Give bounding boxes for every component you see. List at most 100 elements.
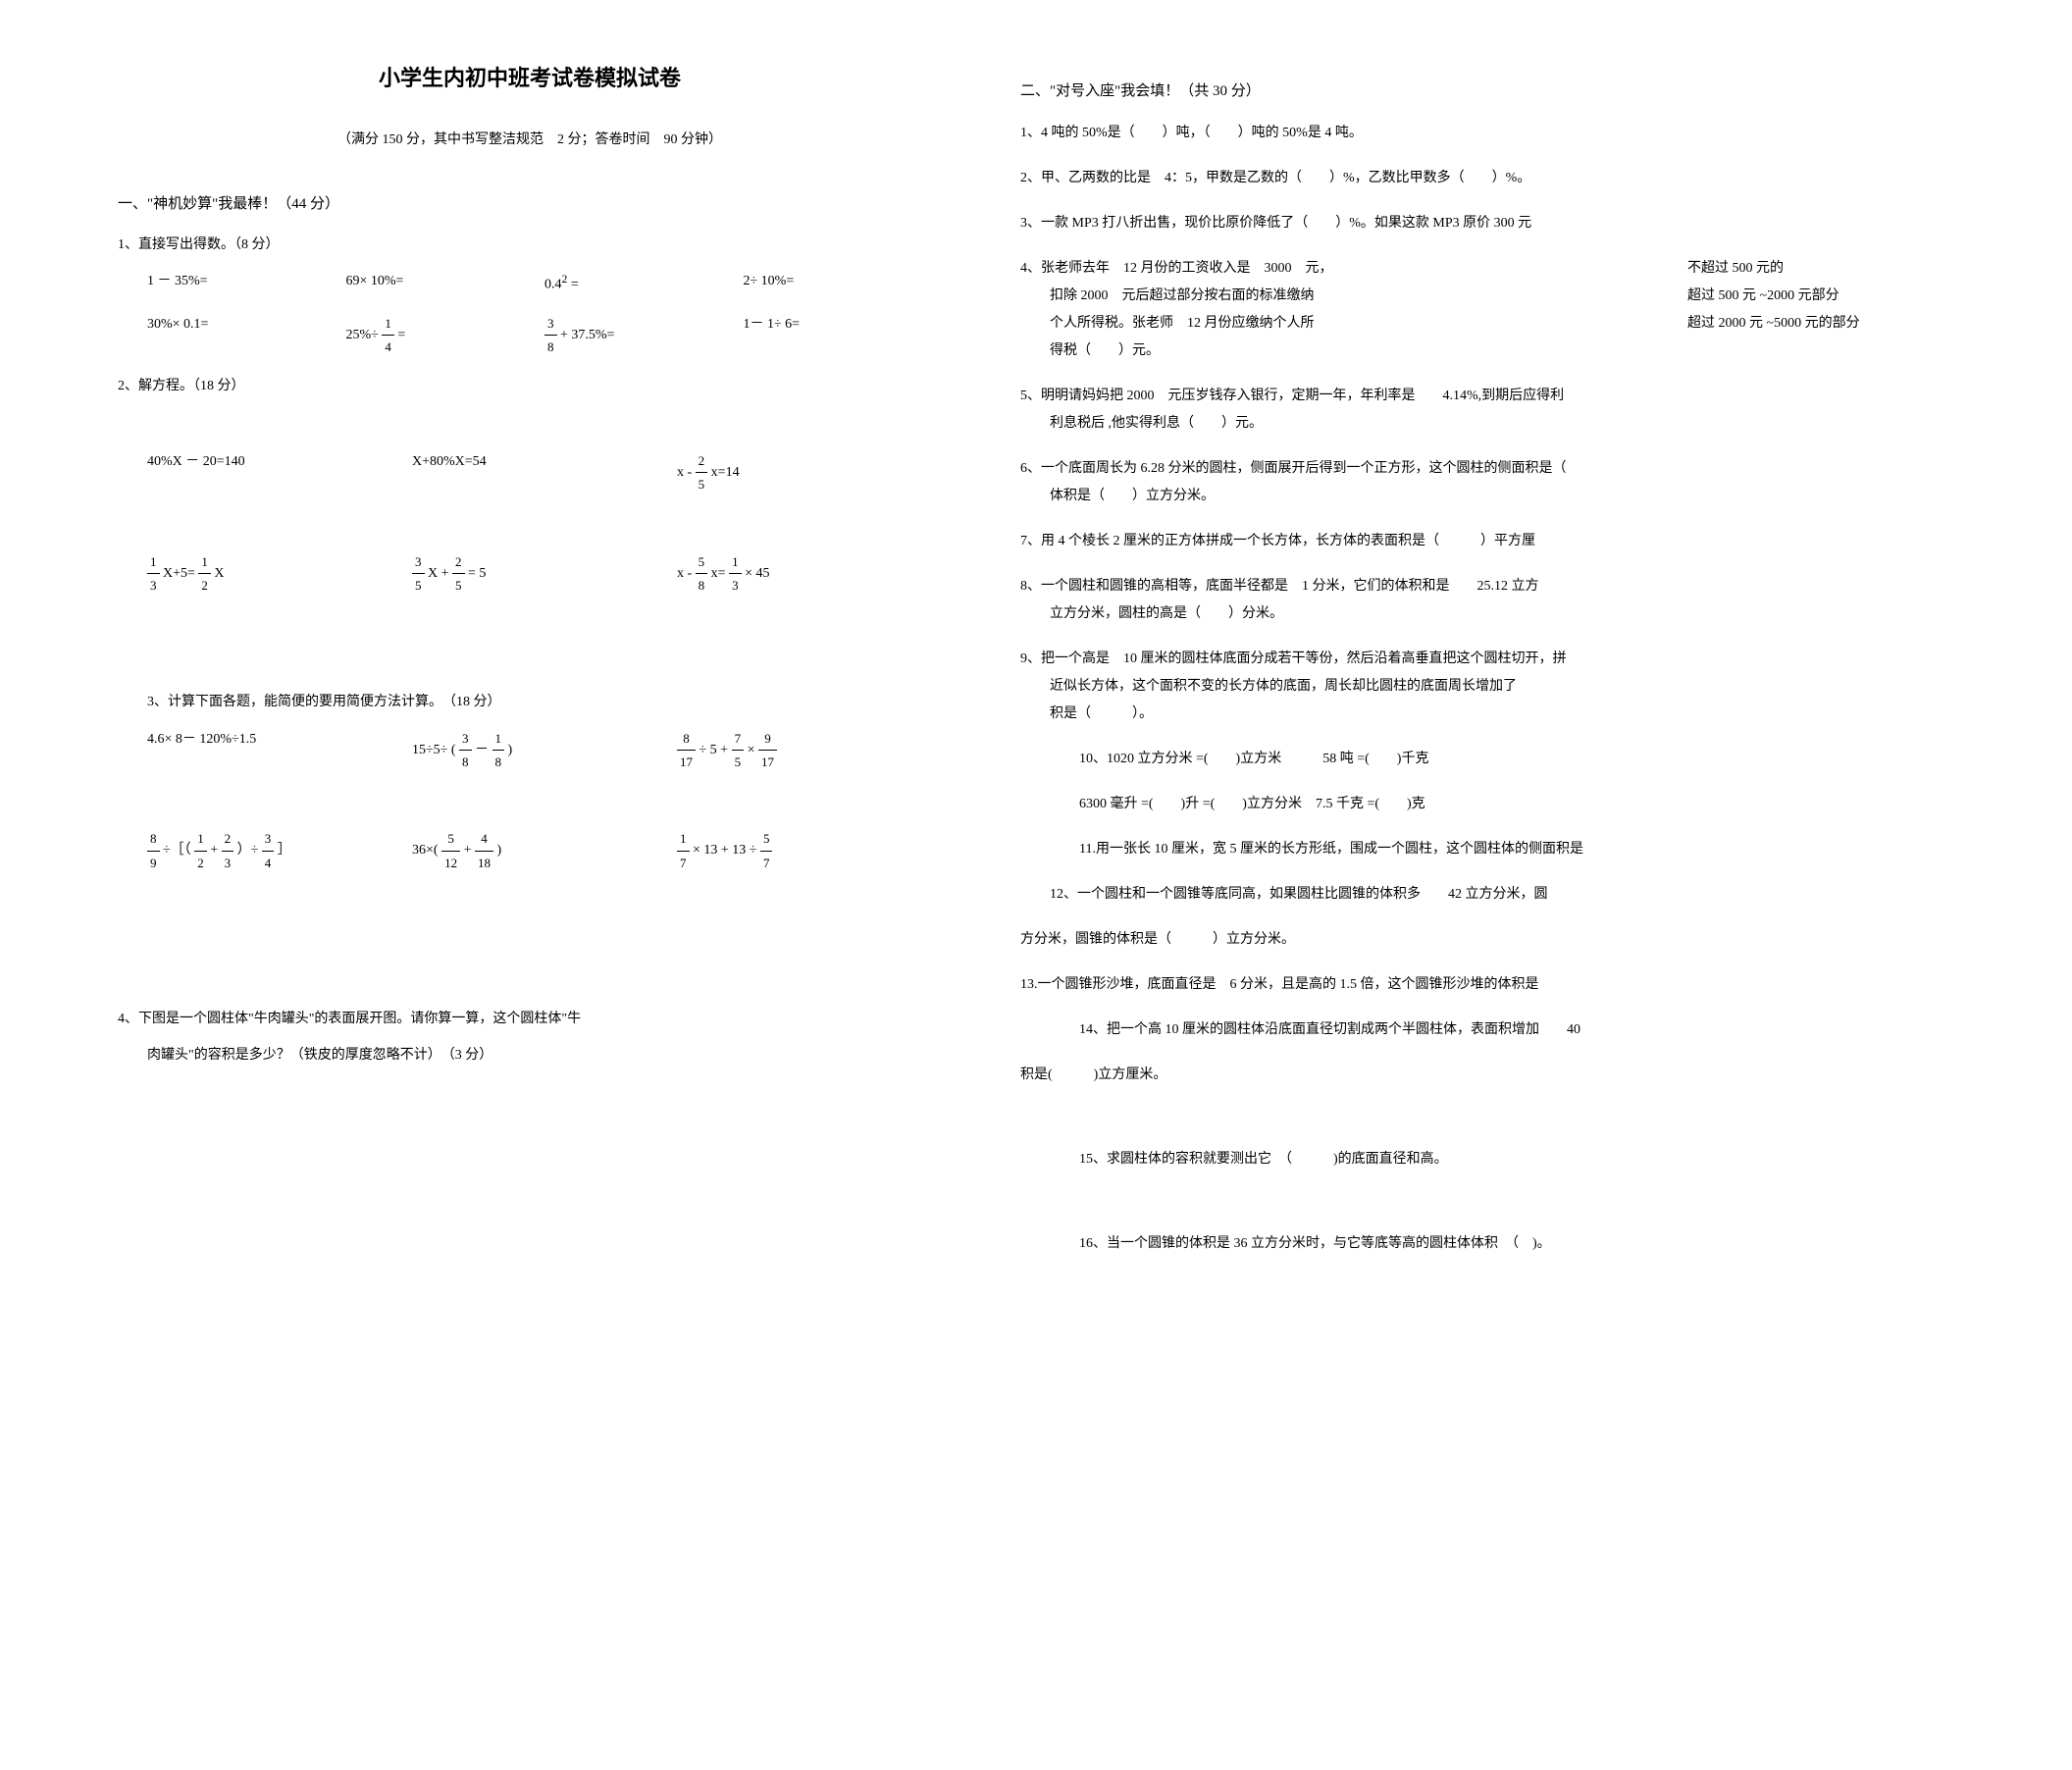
- fraction: 34: [262, 827, 275, 874]
- txt: 得税（ ）元。: [1020, 338, 1687, 365]
- num: 2: [452, 550, 465, 574]
- txt: X +: [428, 566, 449, 581]
- txt: (: [451, 743, 456, 757]
- txt: 6、一个底面周长为 6.28 分米的圆柱，侧面展开后得到一个正方形，这个圆柱的侧…: [1020, 455, 1962, 483]
- q2-10b: 6300 毫升 =( )升 =( )立方分米 7.5 千克 =( )克: [1020, 791, 1962, 818]
- q2-2: 2、甲、乙两数的比是 4：5，甲数是乙数的（ ）%，乙数比甲数多（ ）%。: [1020, 165, 1962, 192]
- cell: 89 ÷［（ 12 + 23 ）÷ 34 ］: [147, 827, 412, 874]
- txt: =: [567, 278, 578, 292]
- fraction: 57: [760, 827, 773, 874]
- den: 8: [544, 336, 557, 358]
- cell: 2÷ 10%=: [744, 269, 943, 297]
- txt: x -: [677, 465, 692, 480]
- txt: 36×(: [412, 843, 439, 858]
- fraction: 14: [382, 312, 394, 359]
- num: 9: [758, 727, 777, 751]
- txt: 9、把一个高是 10 厘米的圆柱体底面分成若干等份，然后沿着高垂直把这个圆柱切开…: [1020, 646, 1962, 673]
- fraction: 512: [441, 827, 460, 874]
- num: 3: [459, 727, 472, 751]
- txt: 0.4: [544, 278, 562, 292]
- fraction: 917: [758, 727, 777, 774]
- fraction: 418: [475, 827, 493, 874]
- fraction: 38: [544, 312, 557, 359]
- num: 5: [441, 827, 460, 851]
- left-page: 小学生内初中班考试卷模拟试卷 （满分 150 分，其中书写整洁规范 2 分；答卷…: [39, 59, 942, 1275]
- den: 4: [262, 852, 275, 874]
- txt: 4、张老师去年 12 月份的工资收入是 3000 元，: [1020, 255, 1687, 283]
- fraction: 18: [492, 727, 505, 774]
- section2-header: 二、"对号入座"我会填！（共 30 分）: [1020, 78, 1962, 105]
- cell: 1 3 X+5= 12 X: [147, 550, 412, 598]
- q1-2-label: 2、解方程。（18 分）: [118, 374, 942, 398]
- cell: 38 + 37.5%=: [544, 312, 744, 359]
- q2-15: 15、求圆柱体的容积就要测出它 （ )的底面直径和高。: [1020, 1146, 1962, 1173]
- num: 1: [492, 727, 505, 751]
- txt: 8、一个圆柱和圆锥的高相等，底面半径都是 1 分米，它们的体积和是 25.12 …: [1020, 573, 1962, 600]
- tax-row: 超过 2000 元 ~5000 元的部分: [1687, 310, 1962, 338]
- den: 2: [194, 852, 207, 874]
- exam-title: 小学生内初中班考试卷模拟试卷: [118, 59, 942, 98]
- q2-13: 13.一个圆锥形沙堆，底面直径是 6 分米，且是高的 1.5 倍，这个圆锥形沙堆…: [1020, 971, 1962, 999]
- q1-4-label1: 4、下图是一个圆柱体"牛肉罐头"的表面展开图。请你算一算，这个圆柱体"牛: [118, 1007, 942, 1031]
- math-row-4: 13 X+5= 12 X 35 X + 25 = 5 x - 58 x= 13 …: [118, 550, 942, 598]
- cell: 36×( 512 + 418 ): [412, 827, 677, 874]
- num: 1: [729, 550, 742, 574]
- tax-row: 不超过 500 元的: [1687, 255, 1962, 283]
- txt: +: [210, 843, 221, 858]
- txt: X: [214, 566, 224, 581]
- q2-10: 10、1020 立方分米 =( )立方米 58 吨 =( )千克: [1020, 746, 1962, 773]
- fraction: 817: [677, 727, 696, 774]
- txt: = 5: [468, 566, 486, 581]
- q2-12: 12、一个圆柱和一个圆锥等底同高，如果圆柱比圆锥的体积多 42 立方分米，圆: [1020, 881, 1962, 909]
- txt: × 45: [745, 566, 769, 581]
- txt: x=: [711, 566, 726, 581]
- fraction: 12: [198, 550, 211, 598]
- txt: 个人所得税。张老师 12 月份应缴纳个人所: [1020, 310, 1687, 338]
- right-page: 二、"对号入座"我会填！（共 30 分） 1、4 吨的 50%是（ ）吨，（ ）…: [1020, 59, 1962, 1275]
- q2-4: 4、张老师去年 12 月份的工资收入是 3000 元， 扣除 2000 元后超过…: [1020, 255, 1962, 365]
- cell: 1 － 35%=: [147, 269, 346, 297]
- txt: + 37.5%=: [560, 328, 614, 342]
- txt: －: [475, 743, 492, 757]
- num: 1: [198, 550, 211, 574]
- math-row-5: 4.6× 8－ 120%÷1.5 15÷5÷ ( 38 － 18 ) 817 ÷…: [118, 727, 942, 774]
- den: 7: [760, 852, 773, 874]
- den: 5: [452, 574, 465, 597]
- q2-3: 3、一款 MP3 打八折出售，现价比原价降低了（ ）%。如果这款 MP3 原价 …: [1020, 210, 1962, 237]
- fraction: 89: [147, 827, 160, 874]
- den: 3: [147, 574, 160, 597]
- num: 1: [677, 827, 690, 851]
- q2-5: 5、明明请妈妈把 2000 元压岁钱存入银行，定期一年，年利率是 4.14%,到…: [1020, 383, 1962, 438]
- q2-7: 7、用 4 个棱长 2 厘米的正方体拼成一个长方体，长方体的表面积是（ ）平方厘: [1020, 528, 1962, 555]
- cell: 40%X － 20=140: [147, 449, 412, 496]
- txt: X+5=: [163, 566, 195, 581]
- txt: =: [397, 328, 405, 342]
- txt: x -: [677, 566, 692, 581]
- den: 8: [459, 751, 472, 773]
- txt: ÷ 5 +: [699, 743, 732, 757]
- cell: X+80%X=54: [412, 449, 677, 496]
- num: 5: [696, 550, 708, 574]
- num: 8: [677, 727, 696, 751]
- fraction: 13: [729, 550, 742, 598]
- den: 8: [696, 574, 708, 597]
- q1-1-label: 1、直接写出得数。（8 分）: [118, 233, 942, 257]
- cell: 817 ÷ 5 + 75 × 917: [677, 727, 942, 774]
- cell: 25%÷ 14 =: [346, 312, 545, 359]
- num: 2: [222, 827, 234, 851]
- txt: 利息税后 ,他实得利息（ ）元。: [1020, 410, 1962, 438]
- txt: 扣除 2000 元后超过部分按右面的标准缴纳: [1020, 283, 1687, 310]
- tax-row: 超过 500 元 ~2000 元部分: [1687, 283, 1962, 310]
- num: 8: [147, 827, 160, 851]
- cell: 15÷5÷ ( 38 － 18 ): [412, 727, 677, 774]
- den: 2: [198, 574, 211, 597]
- num: 3: [262, 827, 275, 851]
- num: 1: [194, 827, 207, 851]
- txt: ）÷: [237, 843, 259, 858]
- den: 5: [732, 751, 745, 773]
- cell: 35 X + 25 = 5: [412, 550, 677, 598]
- txt: 体积是（ ）立方分米。: [1020, 483, 1962, 510]
- q2-6: 6、一个底面周长为 6.28 分米的圆柱，侧面展开后得到一个正方形，这个圆柱的侧…: [1020, 455, 1962, 510]
- den: 17: [758, 751, 777, 773]
- txt: ×: [748, 743, 758, 757]
